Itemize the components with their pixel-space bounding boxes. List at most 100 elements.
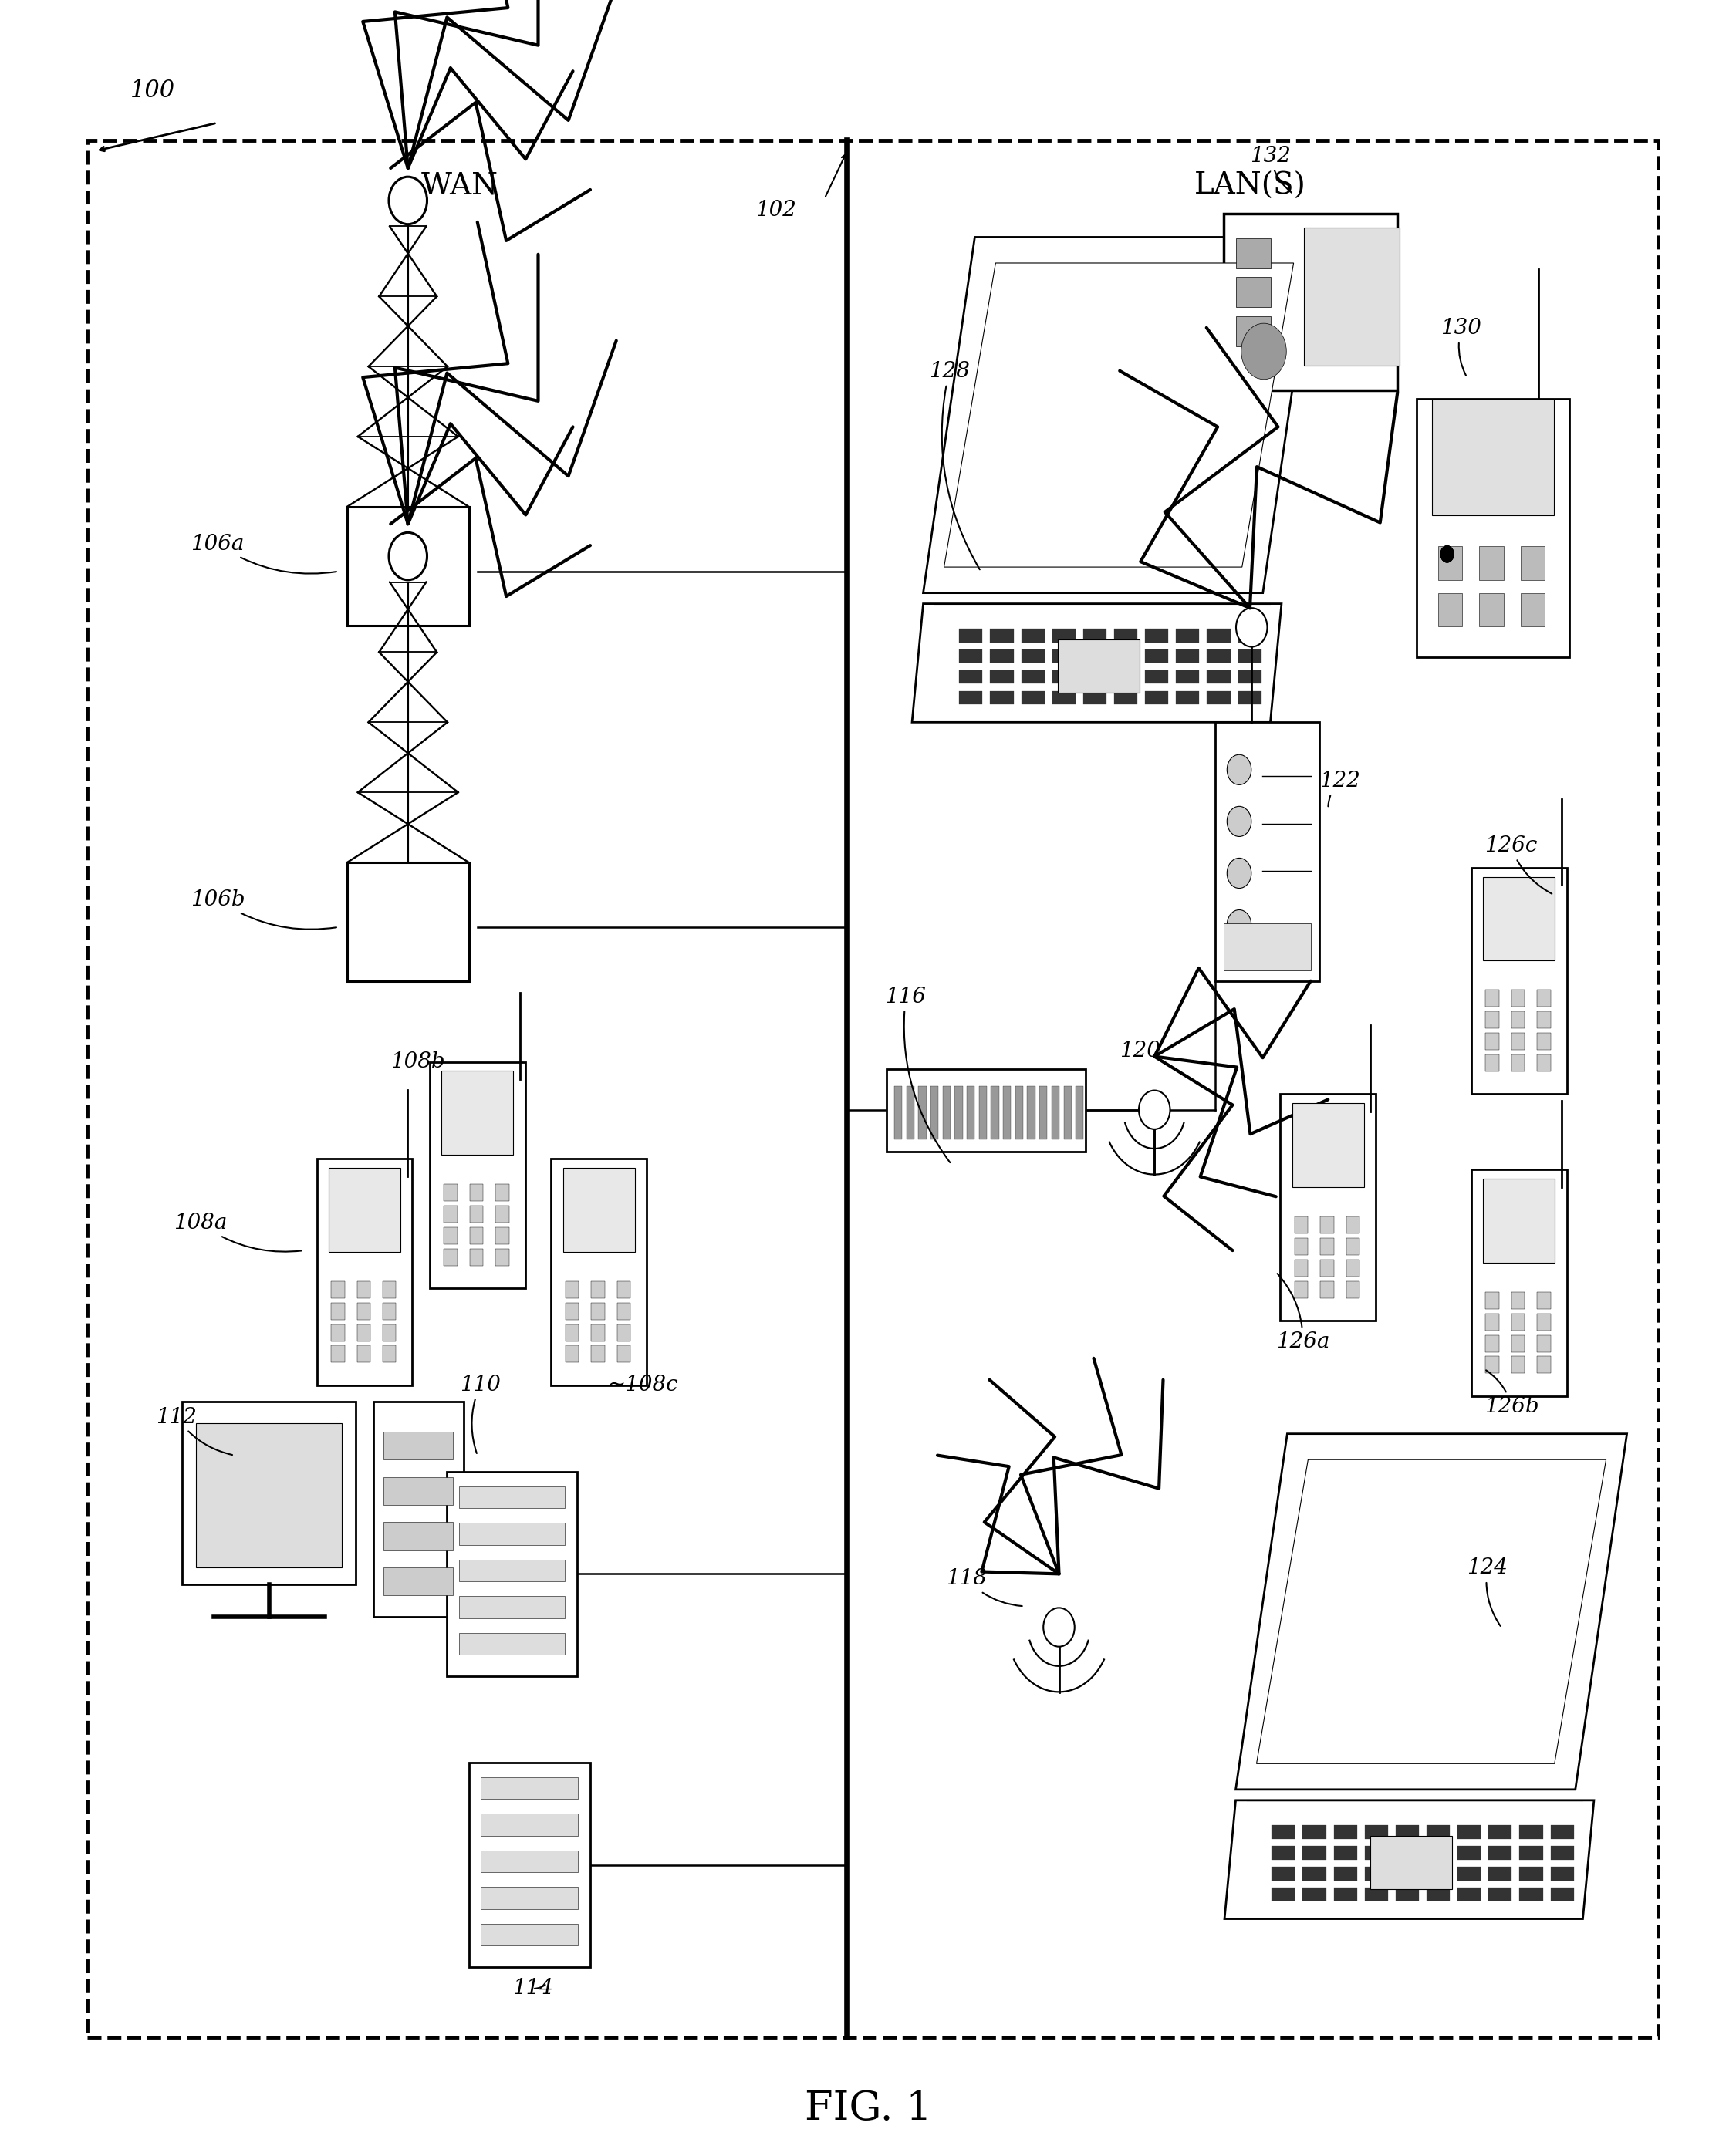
Bar xyxy=(1238,671,1262,683)
Bar xyxy=(1224,213,1397,390)
Bar xyxy=(1272,1867,1295,1880)
Circle shape xyxy=(1441,545,1455,563)
Bar xyxy=(566,1324,578,1341)
Bar xyxy=(495,1227,509,1244)
Bar xyxy=(1295,1216,1307,1233)
Bar xyxy=(566,1345,578,1363)
Bar xyxy=(1076,1087,1083,1138)
Bar xyxy=(943,1087,951,1138)
Bar xyxy=(1364,1846,1387,1858)
Bar xyxy=(458,1595,566,1617)
Bar xyxy=(1550,1886,1575,1902)
Bar xyxy=(955,1087,962,1138)
Bar xyxy=(1486,1291,1498,1309)
Bar xyxy=(1486,1011,1498,1028)
Bar xyxy=(1458,1826,1481,1839)
Bar xyxy=(481,1777,578,1798)
Circle shape xyxy=(1043,1608,1075,1647)
Bar xyxy=(87,140,1658,2037)
Bar xyxy=(444,1248,457,1266)
Bar xyxy=(990,671,1014,683)
Bar xyxy=(1238,690,1262,705)
Bar xyxy=(441,1072,514,1156)
Text: 112: 112 xyxy=(156,1406,233,1455)
Bar xyxy=(1207,649,1231,664)
Text: 110: 110 xyxy=(460,1373,502,1453)
Bar xyxy=(1512,1335,1524,1352)
Text: LAN(S): LAN(S) xyxy=(1194,172,1305,201)
Bar xyxy=(470,1227,483,1244)
Bar xyxy=(469,1764,590,1966)
Bar xyxy=(1304,229,1399,367)
Bar xyxy=(1550,1867,1575,1880)
Bar xyxy=(592,1345,604,1363)
Polygon shape xyxy=(911,604,1281,722)
Bar xyxy=(1064,1087,1071,1138)
Bar xyxy=(1364,1867,1387,1880)
Circle shape xyxy=(389,177,427,224)
Bar xyxy=(458,1522,566,1544)
Bar xyxy=(1396,1826,1418,1839)
Bar xyxy=(990,690,1014,705)
Text: 108a: 108a xyxy=(174,1212,302,1253)
Bar xyxy=(1536,1054,1550,1072)
Text: 128: 128 xyxy=(929,360,979,569)
Bar xyxy=(1486,1356,1498,1373)
Bar xyxy=(1295,1238,1307,1255)
Bar xyxy=(1486,1335,1498,1352)
Bar xyxy=(1052,630,1075,642)
Bar xyxy=(1345,1238,1359,1255)
Bar xyxy=(1333,1867,1358,1880)
Bar xyxy=(1479,593,1503,627)
Bar xyxy=(1486,1054,1498,1072)
Bar xyxy=(1207,671,1231,683)
Text: 116: 116 xyxy=(885,985,950,1162)
Text: 106a: 106a xyxy=(191,533,337,573)
Bar xyxy=(373,1401,464,1617)
Circle shape xyxy=(389,533,427,580)
Bar xyxy=(1427,1867,1450,1880)
Bar xyxy=(1536,1011,1550,1028)
Bar xyxy=(1483,1179,1555,1263)
Text: 126b: 126b xyxy=(1484,1371,1538,1416)
Bar xyxy=(431,1061,526,1287)
Bar xyxy=(495,1205,509,1222)
Bar xyxy=(1512,1313,1524,1330)
Bar xyxy=(481,1813,578,1835)
Bar xyxy=(1146,671,1168,683)
Bar xyxy=(196,1423,342,1567)
Bar xyxy=(1488,1867,1512,1880)
Bar xyxy=(1364,1886,1387,1902)
Text: 132: 132 xyxy=(1250,144,1292,192)
Bar xyxy=(991,1087,998,1138)
Bar xyxy=(1272,1886,1295,1902)
Bar xyxy=(1281,1095,1377,1319)
Bar xyxy=(1272,1846,1295,1858)
Bar xyxy=(1321,1281,1333,1298)
Bar xyxy=(906,1087,915,1138)
Circle shape xyxy=(1241,323,1286,379)
Bar xyxy=(1040,1087,1047,1138)
Bar xyxy=(616,1281,630,1298)
Bar xyxy=(332,1302,344,1319)
Bar xyxy=(1052,1087,1059,1138)
Bar xyxy=(1512,1054,1524,1072)
Bar xyxy=(1236,278,1271,306)
Bar xyxy=(458,1485,566,1509)
Text: 118: 118 xyxy=(946,1567,1023,1606)
Bar xyxy=(444,1227,457,1244)
Bar xyxy=(1472,1169,1568,1397)
Bar xyxy=(1321,1216,1333,1233)
Bar xyxy=(960,690,983,705)
Bar xyxy=(1146,649,1168,664)
Bar xyxy=(182,1401,356,1585)
Bar xyxy=(566,1302,578,1319)
Bar xyxy=(1512,1011,1524,1028)
Circle shape xyxy=(1139,1091,1170,1130)
Bar xyxy=(1333,1846,1358,1858)
Bar xyxy=(1321,1259,1333,1276)
Bar xyxy=(1396,1846,1418,1858)
Bar xyxy=(1083,671,1106,683)
Bar xyxy=(1427,1826,1450,1839)
Bar xyxy=(1175,690,1200,705)
